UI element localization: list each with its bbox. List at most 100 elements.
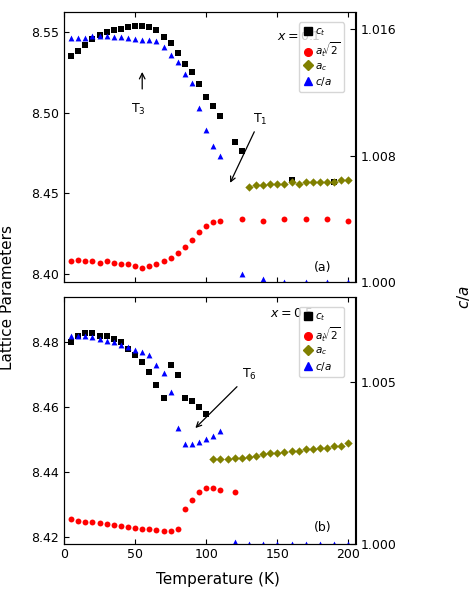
Point xyxy=(245,182,253,192)
Point xyxy=(202,434,210,444)
Point xyxy=(217,454,224,464)
Point xyxy=(302,214,310,224)
Point xyxy=(167,253,174,263)
Point xyxy=(146,23,153,32)
Text: $c/a$: $c/a$ xyxy=(455,285,472,309)
Point xyxy=(302,277,310,287)
Point xyxy=(245,452,253,462)
Point xyxy=(195,103,203,113)
Point xyxy=(138,524,146,533)
Point xyxy=(138,21,146,30)
Text: $x = 0.1$: $x = 0.1$ xyxy=(277,30,320,43)
Point xyxy=(188,78,196,88)
Point xyxy=(302,178,310,187)
Point xyxy=(67,52,75,61)
Point xyxy=(160,368,167,377)
Point xyxy=(174,370,182,380)
Point xyxy=(160,393,167,402)
Point xyxy=(188,439,196,448)
Point xyxy=(82,40,89,50)
Point xyxy=(96,30,103,40)
Point xyxy=(103,336,110,345)
Point xyxy=(295,446,302,456)
Legend: $c_t$, $a_t\!\sqrt{2}$, $a_c$, $c/a$: $c_t$, $a_t\!\sqrt{2}$, $a_c$, $c/a$ xyxy=(299,307,345,377)
Point xyxy=(238,147,246,156)
Point xyxy=(103,519,110,529)
Point xyxy=(217,151,224,160)
Point xyxy=(259,450,267,459)
Point xyxy=(153,26,160,35)
Point xyxy=(188,495,196,504)
Point xyxy=(153,260,160,269)
Point xyxy=(330,539,338,548)
Point xyxy=(67,514,75,524)
Point xyxy=(288,176,295,185)
Point xyxy=(288,178,295,187)
Text: $x = 0.5$: $x = 0.5$ xyxy=(270,307,313,320)
Point xyxy=(202,221,210,230)
Point xyxy=(138,263,146,273)
Point xyxy=(89,31,96,40)
Point xyxy=(259,181,267,190)
Point xyxy=(89,333,96,342)
Point xyxy=(217,216,224,226)
Point xyxy=(103,27,110,37)
Point xyxy=(210,217,217,227)
Point xyxy=(281,277,288,287)
Point xyxy=(281,179,288,188)
Point xyxy=(202,92,210,102)
Point xyxy=(74,33,82,43)
Point xyxy=(74,331,82,340)
Point xyxy=(188,235,196,245)
Point xyxy=(146,261,153,271)
Point xyxy=(252,451,260,461)
Point xyxy=(309,178,317,187)
Point xyxy=(323,443,331,453)
Point xyxy=(117,337,125,347)
Point xyxy=(174,248,182,258)
Point xyxy=(110,26,118,35)
Text: T$_6$: T$_6$ xyxy=(196,367,256,427)
Point xyxy=(266,448,274,458)
Point xyxy=(96,258,103,267)
Point xyxy=(238,270,246,279)
Point xyxy=(316,444,324,453)
Point xyxy=(146,367,153,377)
Point xyxy=(160,257,167,266)
Point xyxy=(224,454,231,463)
Point xyxy=(138,347,146,356)
Point xyxy=(153,526,160,535)
Point xyxy=(110,520,118,530)
Point xyxy=(174,423,182,432)
Point xyxy=(103,331,110,341)
Point xyxy=(167,50,174,59)
Point xyxy=(330,441,338,451)
Point xyxy=(153,380,160,389)
Point xyxy=(89,34,96,43)
Point xyxy=(210,484,217,493)
Point xyxy=(181,393,189,402)
Point xyxy=(281,214,288,224)
Point xyxy=(345,216,352,226)
Point xyxy=(67,33,75,43)
Point xyxy=(110,33,118,42)
Point xyxy=(288,539,295,548)
Point xyxy=(188,396,196,406)
Point xyxy=(82,33,89,43)
Point xyxy=(67,337,75,347)
Point xyxy=(138,35,146,45)
Point xyxy=(138,357,146,366)
Point xyxy=(231,487,238,497)
Point xyxy=(174,48,182,58)
Point xyxy=(96,334,103,344)
Point xyxy=(96,31,103,40)
Text: T$_1$: T$_1$ xyxy=(231,112,268,182)
Point xyxy=(345,277,352,287)
Point xyxy=(174,58,182,67)
Point xyxy=(131,261,139,271)
Text: (a): (a) xyxy=(314,261,331,274)
Point xyxy=(238,453,246,463)
Point xyxy=(266,179,274,188)
Point xyxy=(96,519,103,528)
Point xyxy=(323,178,331,187)
